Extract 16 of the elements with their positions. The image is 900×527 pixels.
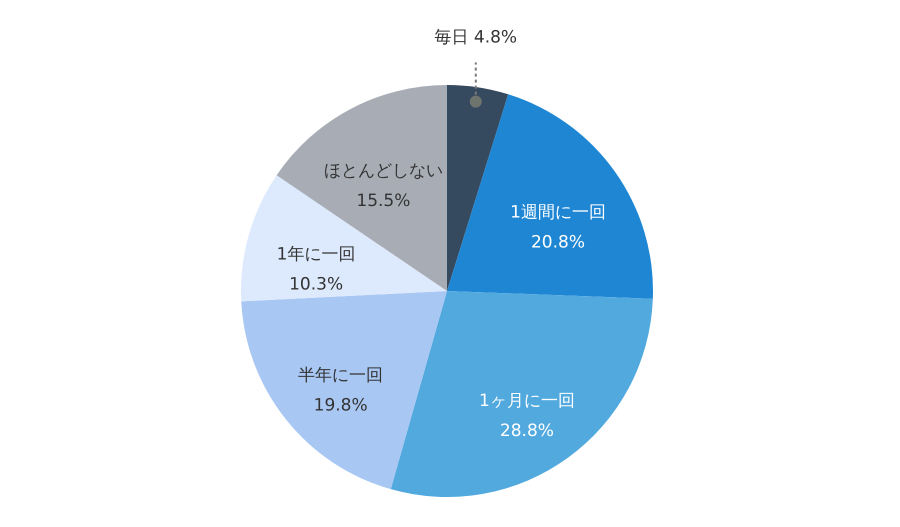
- pie-slice: [276, 85, 447, 291]
- data-label: 15.5%: [356, 190, 410, 211]
- slice-label: 1週間に一回: [510, 202, 606, 222]
- data-label: 20.8%: [530, 232, 585, 252]
- pie-slice: [447, 94, 653, 299]
- slice-label: 毎日 4.8%: [434, 28, 518, 48]
- data-label: 10.3%: [289, 274, 344, 294]
- data-label: 28.8%: [500, 420, 554, 441]
- data-label: 19.8%: [314, 396, 368, 416]
- pie-slice: [390, 291, 653, 497]
- slice-label: ほとんどしない: [324, 160, 443, 181]
- pie-slice: [241, 291, 447, 490]
- slice-label: 1ヶ月に一回: [479, 390, 575, 411]
- pie-slice: [447, 85, 508, 291]
- slice-label: 半年に一回: [298, 366, 384, 386]
- slice-label: 1年に一回: [276, 244, 356, 264]
